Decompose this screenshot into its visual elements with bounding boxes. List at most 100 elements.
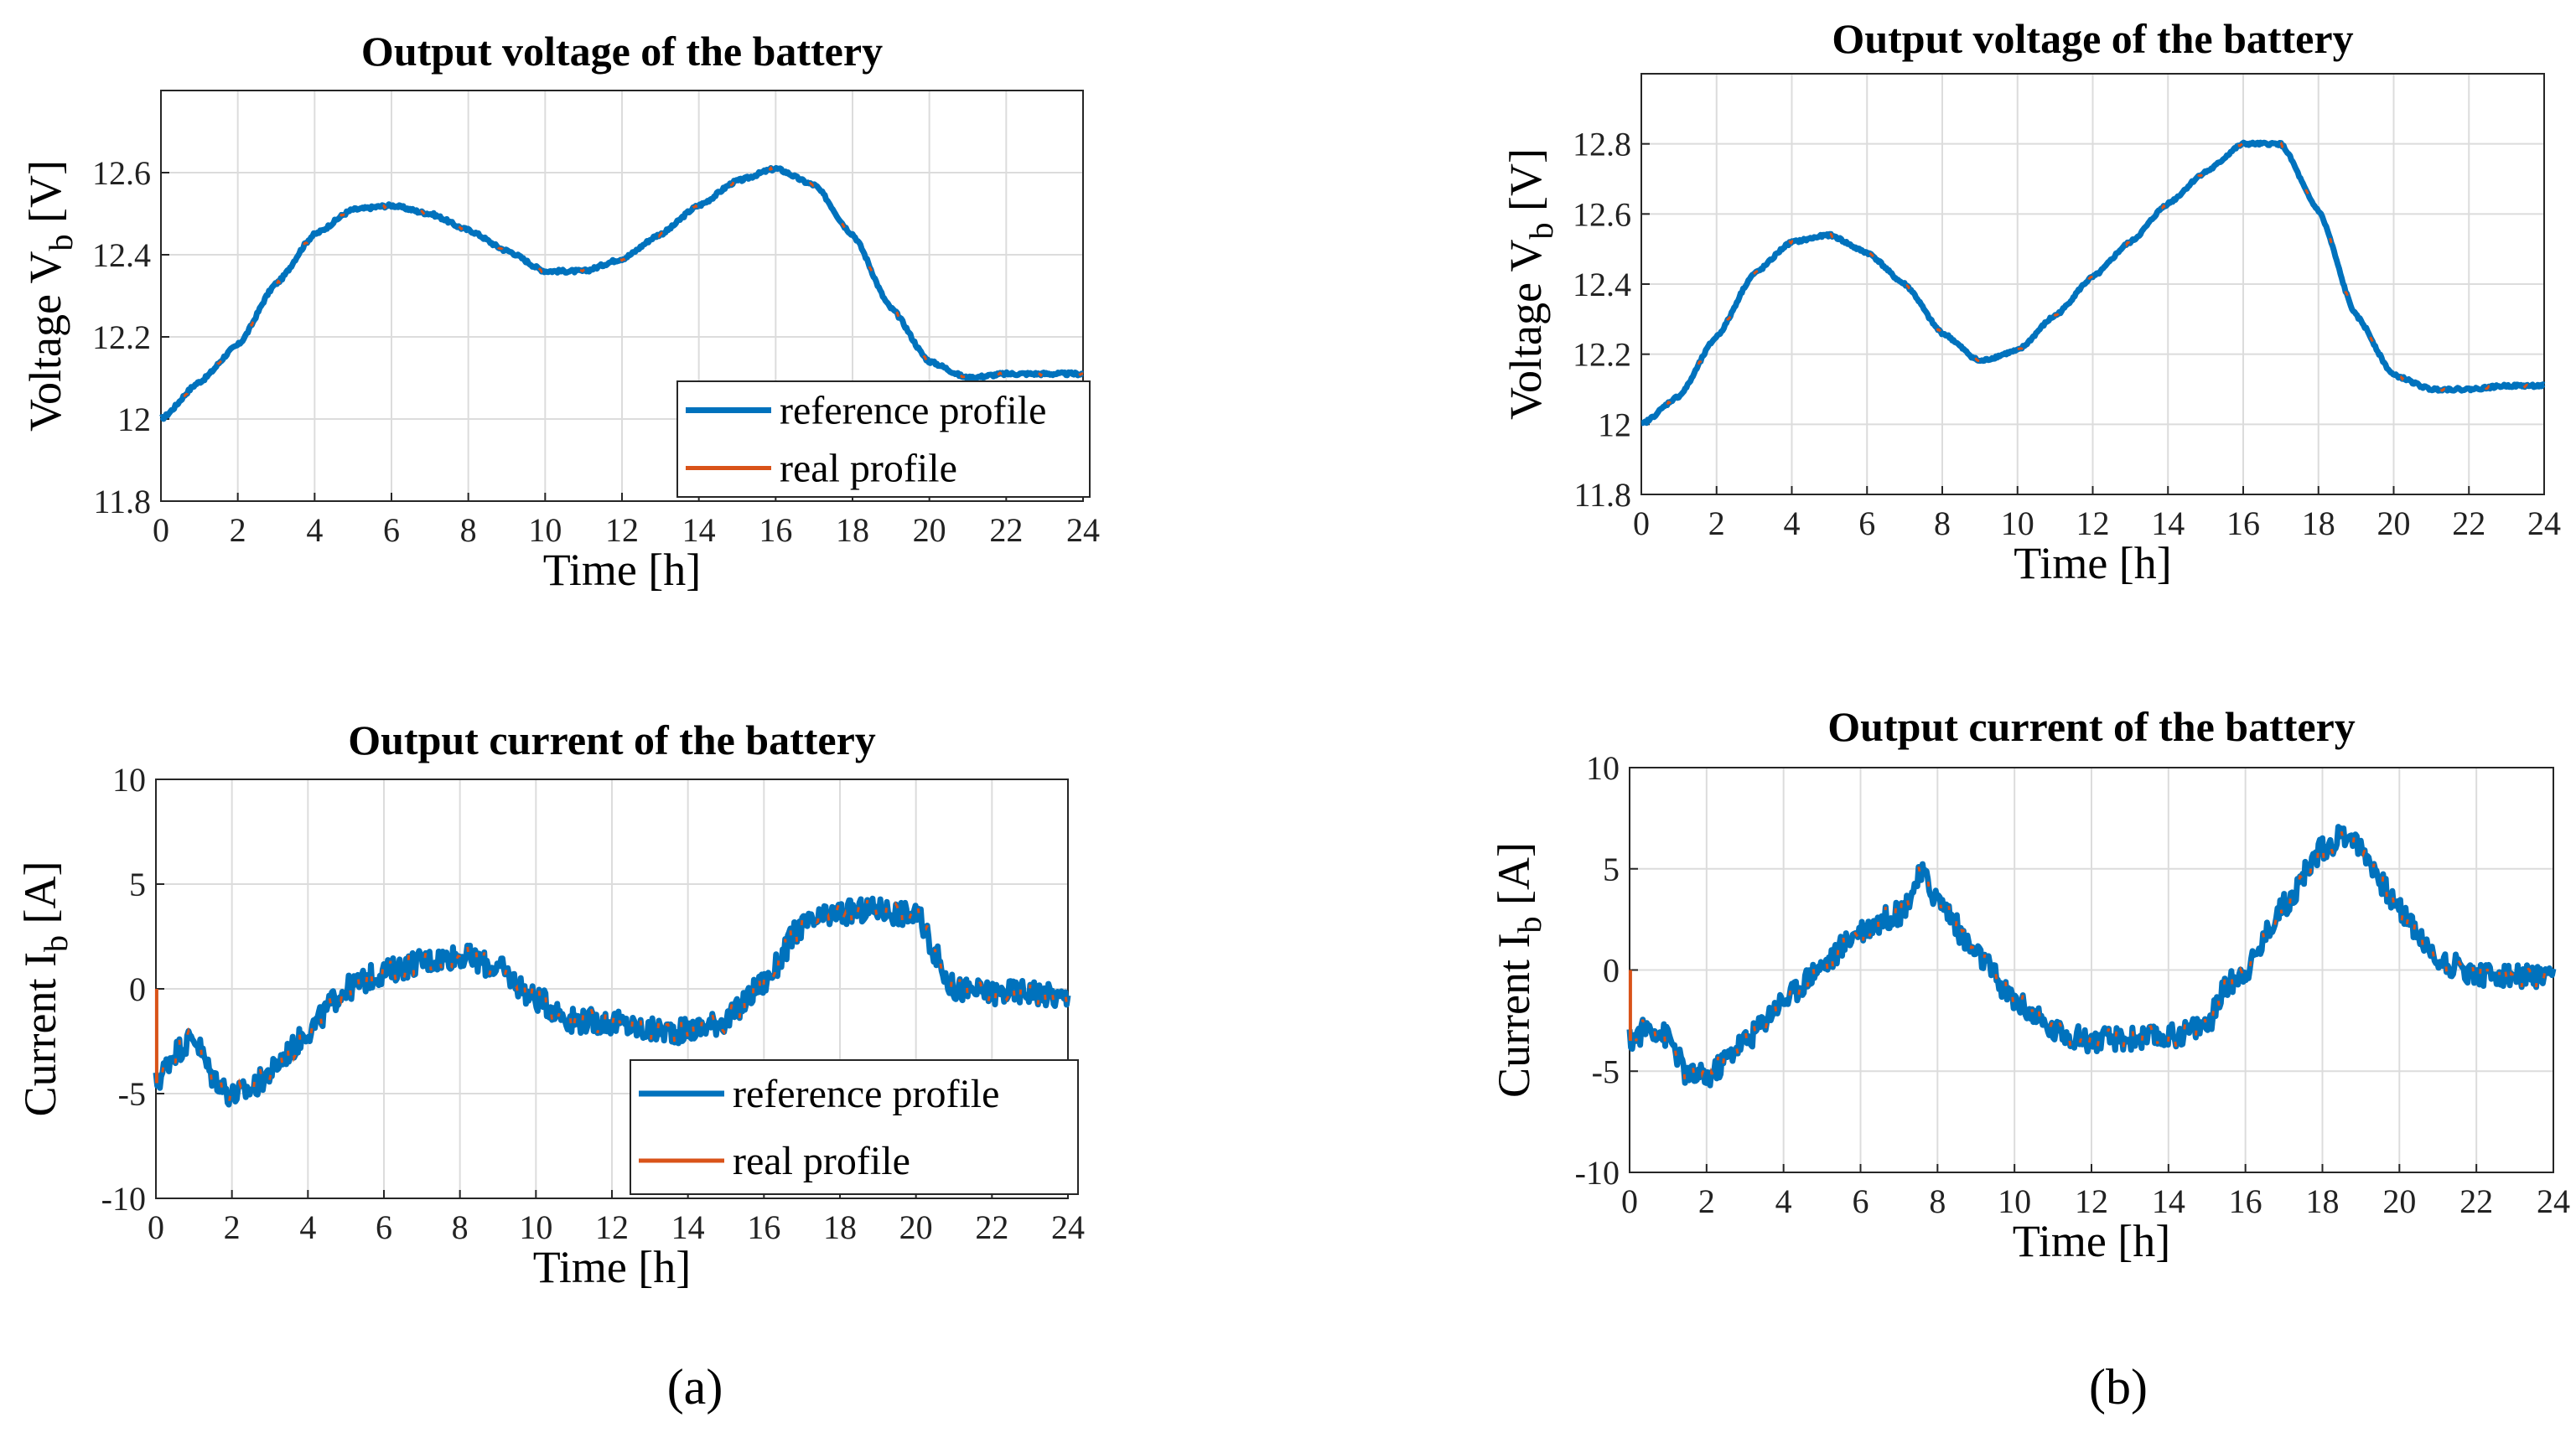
- x-tick-label: 8: [1934, 504, 1951, 542]
- y-tick-label: 12: [117, 401, 151, 438]
- panel-label-a: (a): [667, 1359, 723, 1415]
- chart-title: Output current of the battery: [1827, 703, 2356, 750]
- y-tick-label: 11.8: [93, 483, 151, 520]
- y-tick-label: 12.6: [1573, 195, 1631, 233]
- y-tick-label: 12.2: [1573, 336, 1631, 374]
- x-tick-label: 20: [2382, 1182, 2416, 1220]
- legend-label: reference profile: [733, 1072, 999, 1116]
- y-tick-label: 0: [129, 970, 146, 1008]
- y-tick-label: 0: [1603, 952, 1620, 990]
- x-tick-label: 16: [2226, 504, 2260, 542]
- y-axis-label-main: Voltage V: [20, 251, 70, 432]
- x-tick-label: 18: [2302, 504, 2335, 542]
- x-tick-label: 4: [299, 1208, 316, 1246]
- x-tick-label: 4: [306, 511, 323, 549]
- x-tick-label: 20: [913, 511, 946, 549]
- charts-root: 0 2 4 6 8 10 12 14 16 18 20 22 2411.81212.212.412.6O…: [15, 15, 2570, 1292]
- x-tick-label: 12: [595, 1208, 629, 1246]
- x-tick-label: 4: [1775, 1182, 1792, 1220]
- y-tick-label: -5: [1592, 1053, 1620, 1090]
- y-axis-label: Current Ib [A]: [15, 861, 75, 1117]
- x-tick-label: 8: [452, 1208, 469, 1246]
- x-axis-label: Time [h]: [543, 545, 702, 595]
- legend-label: reference profile: [780, 389, 1046, 433]
- x-tick-label: 12: [2075, 1182, 2108, 1220]
- x-tick-label: 24: [2537, 1182, 2570, 1220]
- y-tick-label: 12.8: [1573, 126, 1631, 163]
- x-tick-label: 0: [1633, 504, 1650, 542]
- x-tick-label: 6: [383, 511, 400, 549]
- x-tick-label: 10: [528, 511, 562, 549]
- x-tick-label: 22: [2452, 504, 2485, 542]
- y-axis-label-main: Current I: [15, 952, 65, 1116]
- legend-label: real profile: [780, 447, 957, 491]
- x-tick-label: 14: [2151, 504, 2185, 542]
- x-tick-label: 14: [671, 1208, 705, 1246]
- y-axis-label-subscript: b: [1511, 917, 1548, 934]
- y-tick-label: 5: [129, 866, 146, 903]
- x-tick-label: 2: [230, 511, 246, 549]
- x-tick-label: 22: [989, 511, 1023, 549]
- x-tick-label: 14: [2152, 1182, 2185, 1220]
- y-axis-label-main: Current I: [1489, 934, 1539, 1098]
- x-tick-label: 8: [1929, 1182, 1946, 1220]
- y-axis-label: Voltage Vb [V]: [20, 160, 80, 432]
- series-reference-profile: [153, 895, 1071, 1108]
- legend: reference profile real profile: [676, 380, 1091, 498]
- x-tick-label: 16: [747, 1208, 780, 1246]
- y-tick-label: 10: [1586, 749, 1620, 787]
- chart-b-voltage: 0 2 4 6 8 10 12 14 16 18 20 22 2411.81212.212.412.61…: [1501, 15, 2561, 588]
- y-tick-label: 10: [112, 761, 146, 799]
- x-tick-label: 18: [836, 511, 869, 549]
- chart-title: Output voltage of the battery: [361, 28, 883, 75]
- legend: reference profile real profile: [630, 1059, 1079, 1195]
- chart-title: Output current of the battery: [348, 716, 876, 763]
- series-reference-profile: [1626, 824, 2557, 1089]
- x-tick-label: 10: [1998, 1182, 2031, 1220]
- y-tick-label: 12.2: [92, 318, 151, 356]
- x-tick-label: 24: [1066, 511, 1100, 549]
- legend-label: real profile: [733, 1139, 910, 1183]
- y-axis-label: Current Ib [A]: [1489, 842, 1548, 1098]
- y-axis-label-unit: [A]: [1489, 842, 1539, 916]
- y-tick-label: 12.4: [92, 236, 151, 274]
- y-tick-label: 5: [1603, 851, 1620, 888]
- y-axis-label-unit: [V]: [1501, 148, 1551, 222]
- y-tick-label: 12.4: [1573, 266, 1631, 303]
- x-tick-label: 20: [2377, 504, 2411, 542]
- y-tick-label: 12: [1598, 406, 1631, 443]
- x-tick-label: 10: [519, 1208, 552, 1246]
- y-tick-label: -5: [118, 1075, 146, 1113]
- x-tick-label: 10: [2001, 504, 2034, 542]
- y-tick-label: -10: [1575, 1154, 1620, 1192]
- x-axis-label: Time [h]: [2013, 1216, 2171, 1266]
- x-tick-label: 0: [1621, 1182, 1638, 1220]
- x-tick-label: 18: [823, 1208, 857, 1246]
- x-tick-label: 18: [2306, 1182, 2340, 1220]
- x-tick-label: 24: [1051, 1208, 1085, 1246]
- y-axis-label-unit: [A]: [15, 861, 65, 935]
- y-axis-label-subscript: b: [42, 234, 80, 251]
- y-tick-label: 11.8: [1573, 476, 1631, 514]
- x-tick-label: 22: [2459, 1182, 2493, 1220]
- y-axis-label-unit: [V]: [20, 160, 70, 234]
- x-axis-label: Time [h]: [2014, 538, 2172, 588]
- x-tick-label: 6: [376, 1208, 392, 1246]
- series-real-profile: [160, 165, 1084, 422]
- x-tick-label: 14: [682, 511, 716, 549]
- x-tick-label: 0: [153, 511, 169, 549]
- y-tick-label: -10: [101, 1180, 146, 1218]
- chart-title: Output voltage of the battery: [1832, 15, 2353, 62]
- series-real-profile: [1640, 140, 2545, 426]
- x-tick-label: 8: [460, 511, 477, 549]
- x-tick-label: 20: [899, 1208, 933, 1246]
- legend-box: [630, 1059, 1079, 1195]
- x-tick-label: 0: [148, 1208, 164, 1246]
- x-tick-label: 16: [759, 511, 792, 549]
- panel-label-b: (b): [2089, 1359, 2148, 1415]
- y-tick-label: 12.6: [92, 154, 151, 192]
- x-tick-label: 22: [975, 1208, 1008, 1246]
- x-tick-label: 24: [2527, 504, 2561, 542]
